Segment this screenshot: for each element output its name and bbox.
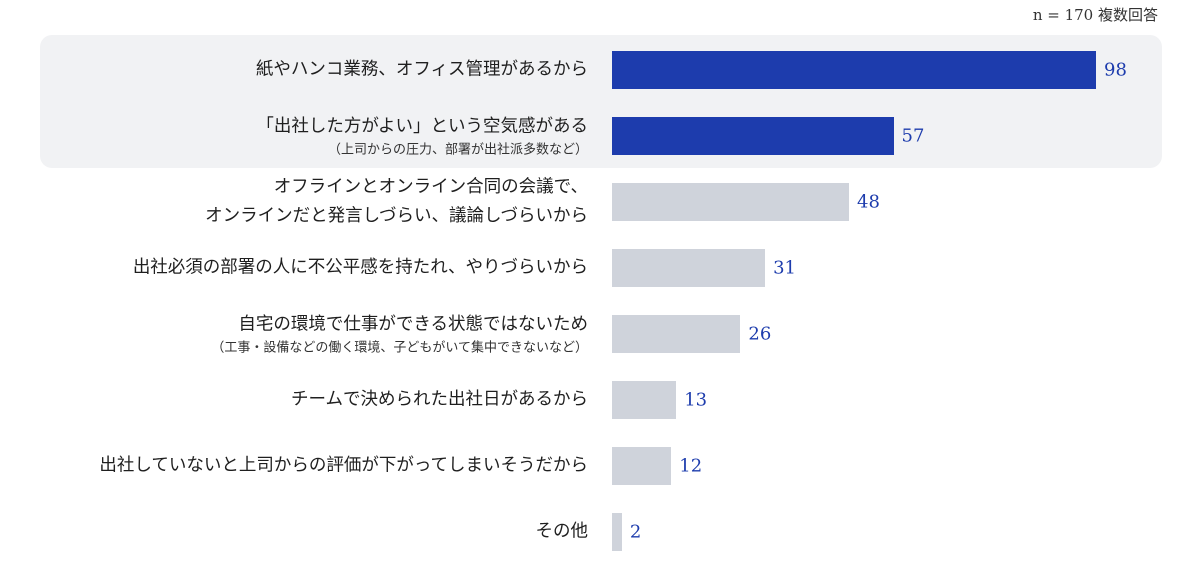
- chart-row: チームで決められた出社日があるから 13: [0, 367, 1202, 433]
- bar-value-label: 13: [684, 389, 708, 411]
- sample-note: n = 170 複数回答: [1032, 6, 1158, 24]
- category-label-line: 紙やハンコ業務、オフィス管理があるから: [255, 59, 588, 80]
- category-label-line: その他: [535, 521, 589, 542]
- chart-row: 出社必須の部署の人に不公平感を持たれ、やりづらいから 31: [0, 235, 1202, 301]
- bar-value-label: 12: [679, 455, 703, 477]
- bar-value-label: 57: [901, 125, 925, 147]
- bar-value-label: 98: [1104, 59, 1127, 81]
- category-label-line: 「出社した方がよい」という空気感がある: [256, 116, 588, 137]
- bar: [612, 51, 1096, 89]
- category-label: チームで決められた出社日があるから: [291, 386, 588, 415]
- chart-row: 自宅の環境で仕事ができる状態ではないため （工事・設備などの働く環境、子どもがいて…: [0, 301, 1202, 367]
- category-label: 紙やハンコ業務、オフィス管理があるから: [256, 56, 588, 85]
- bar: [612, 249, 766, 287]
- category-label: 「出社した方がよい」という空気感がある （上司からの圧力、部署が出社派多数など）: [256, 113, 588, 160]
- category-label: 自宅の環境で仕事ができる状態ではないため （工事・設備などの働く環境、子どもがいて…: [211, 311, 588, 358]
- chart-row: 紙やハンコ業務、オフィス管理があるから 98: [0, 37, 1202, 103]
- category-label-line: チームで決められた出社日があるから: [291, 389, 588, 410]
- category-sublabel: （工事・設備などの働く環境、子どもがいて集中できないなど）: [211, 340, 588, 356]
- bar: [612, 447, 672, 485]
- chart-row: オフラインとオンライン合同の会議で、オンラインだと発言しづらい、議論しづらいから…: [0, 169, 1202, 235]
- category-label-line: 自宅の環境で仕事ができる状態ではないため: [238, 314, 588, 335]
- bar-value-label: 2: [629, 521, 642, 543]
- category-label-line: 出社必須の部署の人に不公平感を持たれ、やりづらいから: [132, 257, 588, 278]
- bar-value-label: 31: [773, 257, 796, 279]
- bar: [612, 513, 622, 551]
- bar-value-label: 48: [857, 191, 880, 213]
- category-label-line: オンラインだと発言しづらい、議論しづらいから: [205, 206, 588, 226]
- bar: [612, 315, 741, 353]
- category-label: その他: [536, 518, 589, 547]
- chart-row: 出社していないと上司からの評価が下がってしまいそうだから 12: [0, 433, 1202, 499]
- bar-value-label: 26: [748, 323, 772, 345]
- chart-row: その他 2: [0, 499, 1202, 565]
- category-label-line: 出社していないと上司からの評価が下がってしまいそうだから: [99, 455, 588, 476]
- category-label: オフラインとオンライン合同の会議で、オンラインだと発言しづらい、議論しづらいから: [205, 173, 588, 231]
- bar: [612, 117, 894, 155]
- category-label: 出社必須の部署の人に不公平感を持たれ、やりづらいから: [133, 254, 588, 283]
- chart-row: 「出社した方がよい」という空気感がある （上司からの圧力、部署が出社派多数など） 5…: [0, 103, 1202, 169]
- bar: [612, 381, 677, 419]
- category-sublabel: （上司からの圧力、部署が出社派多数など）: [327, 142, 588, 158]
- bar: [612, 183, 850, 221]
- category-label: 出社していないと上司からの評価が下がってしまいそうだから: [99, 452, 588, 481]
- category-label-line: オフラインとオンライン合同の会議で、: [273, 177, 588, 197]
